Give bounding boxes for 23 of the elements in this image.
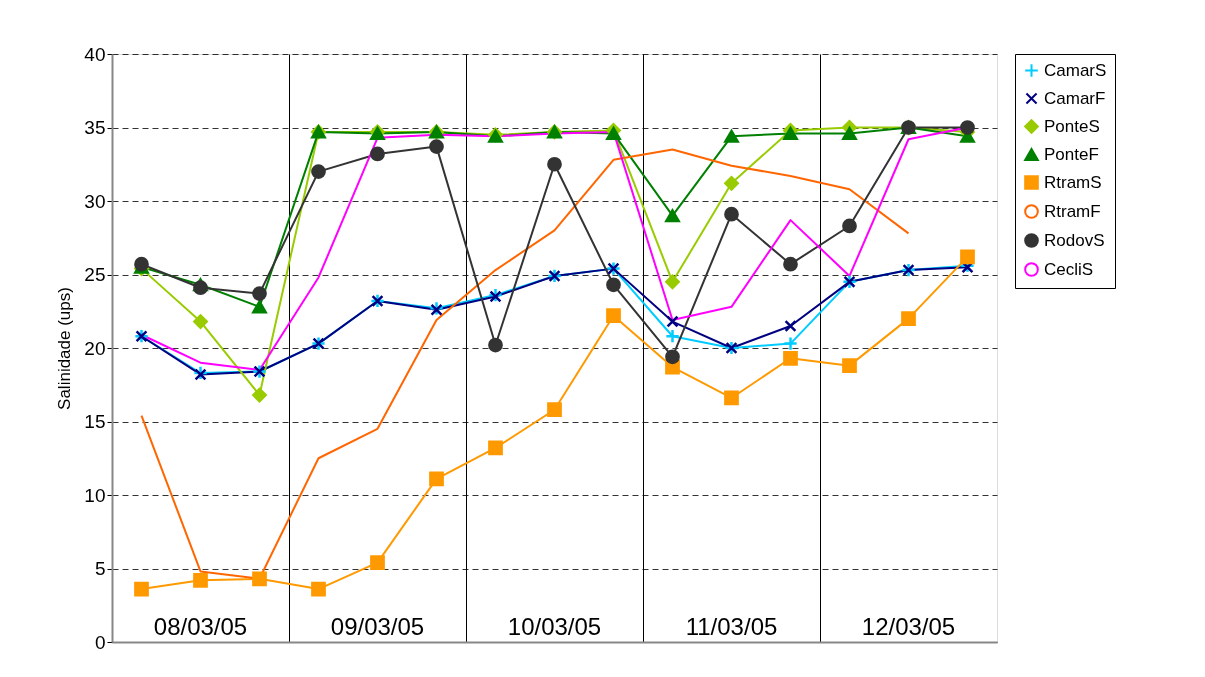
annotation: 08/03/05: [153, 613, 248, 640]
legend-label: CamarF: [1044, 88, 1106, 108]
y-tick-label: 25: [84, 264, 106, 285]
y-tick-label: 30: [84, 190, 106, 212]
legend-label: RodovS: [1044, 230, 1105, 250]
y-tick-label: 5: [94, 558, 106, 579]
legend-label: PonteS: [1044, 116, 1100, 136]
legend-label: CecliS: [1044, 259, 1094, 279]
legend-label: RtramS: [1044, 172, 1102, 192]
legend-label: CamarS: [1044, 60, 1107, 80]
y-tick-label: 10: [84, 484, 106, 506]
legend-label: RtramF: [1044, 201, 1101, 221]
y-tick-label: 40: [84, 43, 106, 65]
y-tick-label: 35: [84, 117, 106, 138]
y-tick-label: 0: [94, 631, 106, 653]
annotation: 11/03/05: [685, 613, 778, 640]
annotation: 12/03/05: [861, 613, 956, 640]
y-tick-label: 20: [84, 337, 106, 359]
legend-label: PonteF: [1044, 144, 1099, 164]
annotation: 10/03/05: [507, 613, 602, 640]
y-tick-label: 15: [84, 411, 106, 432]
annotation: 09/03/05: [330, 613, 425, 640]
y-axis-title: Salinidade (ups): [55, 287, 75, 410]
